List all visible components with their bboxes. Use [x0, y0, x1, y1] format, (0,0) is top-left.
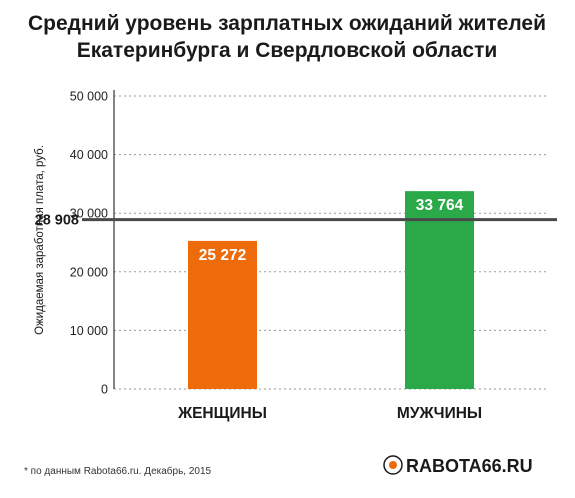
bars: 25 272 33 764	[188, 191, 474, 389]
y-tick-label: 10 000	[70, 324, 108, 338]
category-label: ЖЕНЩИНЫ	[177, 405, 267, 422]
category-label: МУЖЧИНЫ	[397, 405, 482, 422]
bar-value-label: 25 272	[199, 247, 246, 264]
logo-text: RABOTA66.RU	[406, 456, 533, 476]
y-tick-label: 50 000	[70, 90, 108, 104]
chart-title-line-1: Средний уровень зарплатных ожиданий жите…	[28, 12, 546, 35]
y-axis-label: Ожидаемая заработная плата, руб.	[34, 145, 46, 335]
bar-value-label: 33 764	[416, 197, 464, 214]
logo: RABOTA66.RU	[383, 455, 533, 476]
chart-title-line-2: Екатеринбурга и Свердловской области	[77, 39, 498, 62]
y-tick-label: 40 000	[70, 148, 108, 162]
y-tick-label: 0	[101, 383, 108, 397]
footnote: * по данным Rabota66.ru. Декабрь, 2015	[24, 465, 212, 477]
bar	[188, 240, 257, 389]
y-tick-labels: 0 10 000 20 000 30 000 40 000 50 000	[70, 90, 108, 397]
logo-dot-icon	[389, 461, 397, 469]
category-labels: ЖЕНЩИНЫ МУЖЧИНЫ	[177, 405, 482, 422]
y-tick-label: 20 000	[70, 265, 108, 279]
reference-line-label: 28 908	[35, 213, 79, 229]
bar	[405, 191, 474, 389]
gridlines	[114, 95, 548, 390]
y-tick-label: 30 000	[70, 207, 108, 221]
